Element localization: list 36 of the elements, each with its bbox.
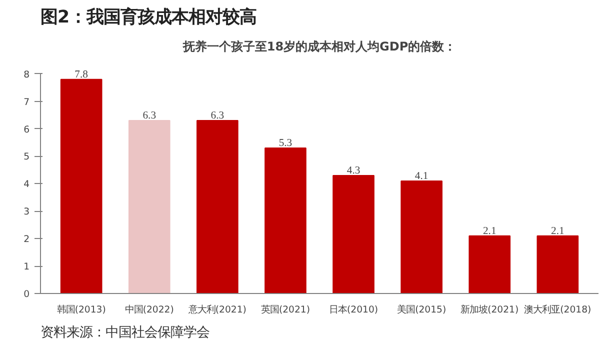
x-tick-label: 英国(2021) — [260, 304, 310, 316]
bar — [128, 120, 170, 294]
y-tick-label: 6 — [24, 124, 30, 136]
text: 资料来源：中国社会保障学会 — [40, 326, 210, 340]
data-label: 6.3 — [142, 110, 156, 122]
x-tick-label: 美国(2015) — [397, 304, 446, 316]
y-tick-label: 2 — [24, 234, 30, 246]
data-label: 7.8 — [74, 69, 88, 80]
bar — [400, 180, 442, 294]
y-tick-label: 4 — [24, 179, 30, 190]
data-label: 4.1 — [414, 170, 428, 182]
y-tick-label: 5 — [24, 152, 30, 163]
y-tick-label: 7 — [24, 96, 30, 108]
y-tick-label: 3 — [24, 206, 30, 218]
y-tick-label: 1 — [24, 262, 30, 273]
data-label: 2.1 — [551, 226, 564, 237]
x-tick-label: 韩国(2013) — [56, 304, 106, 316]
chart-subtitle: 抚养一个孩子至18岁的成本相对人均GDP的倍数： — [182, 40, 456, 54]
data-label: 6.3 — [210, 110, 224, 122]
bar — [332, 174, 374, 294]
bar — [536, 235, 579, 294]
bar — [196, 120, 238, 294]
x-tick-label: 新加坡(2021) — [460, 304, 519, 316]
chart-title: 图2：我国育孩成本相对较高 — [40, 6, 257, 28]
x-tick-label: 中国(2022) — [124, 304, 174, 316]
bar — [468, 235, 511, 294]
x-tick-label: 澳大利亚(2018) — [524, 304, 592, 316]
data-label: 4.3 — [346, 165, 360, 176]
bar — [264, 148, 306, 294]
bar — [60, 78, 102, 294]
y-tick-label: 8 — [24, 69, 30, 80]
y-tick-label: 0 — [24, 289, 30, 300]
x-tick-label: 日本(2010) — [329, 304, 378, 316]
data-label: 5.3 — [278, 138, 292, 149]
x-tick-label: 意大利(2021) — [187, 304, 246, 316]
data-label: 2.1 — [482, 226, 496, 237]
